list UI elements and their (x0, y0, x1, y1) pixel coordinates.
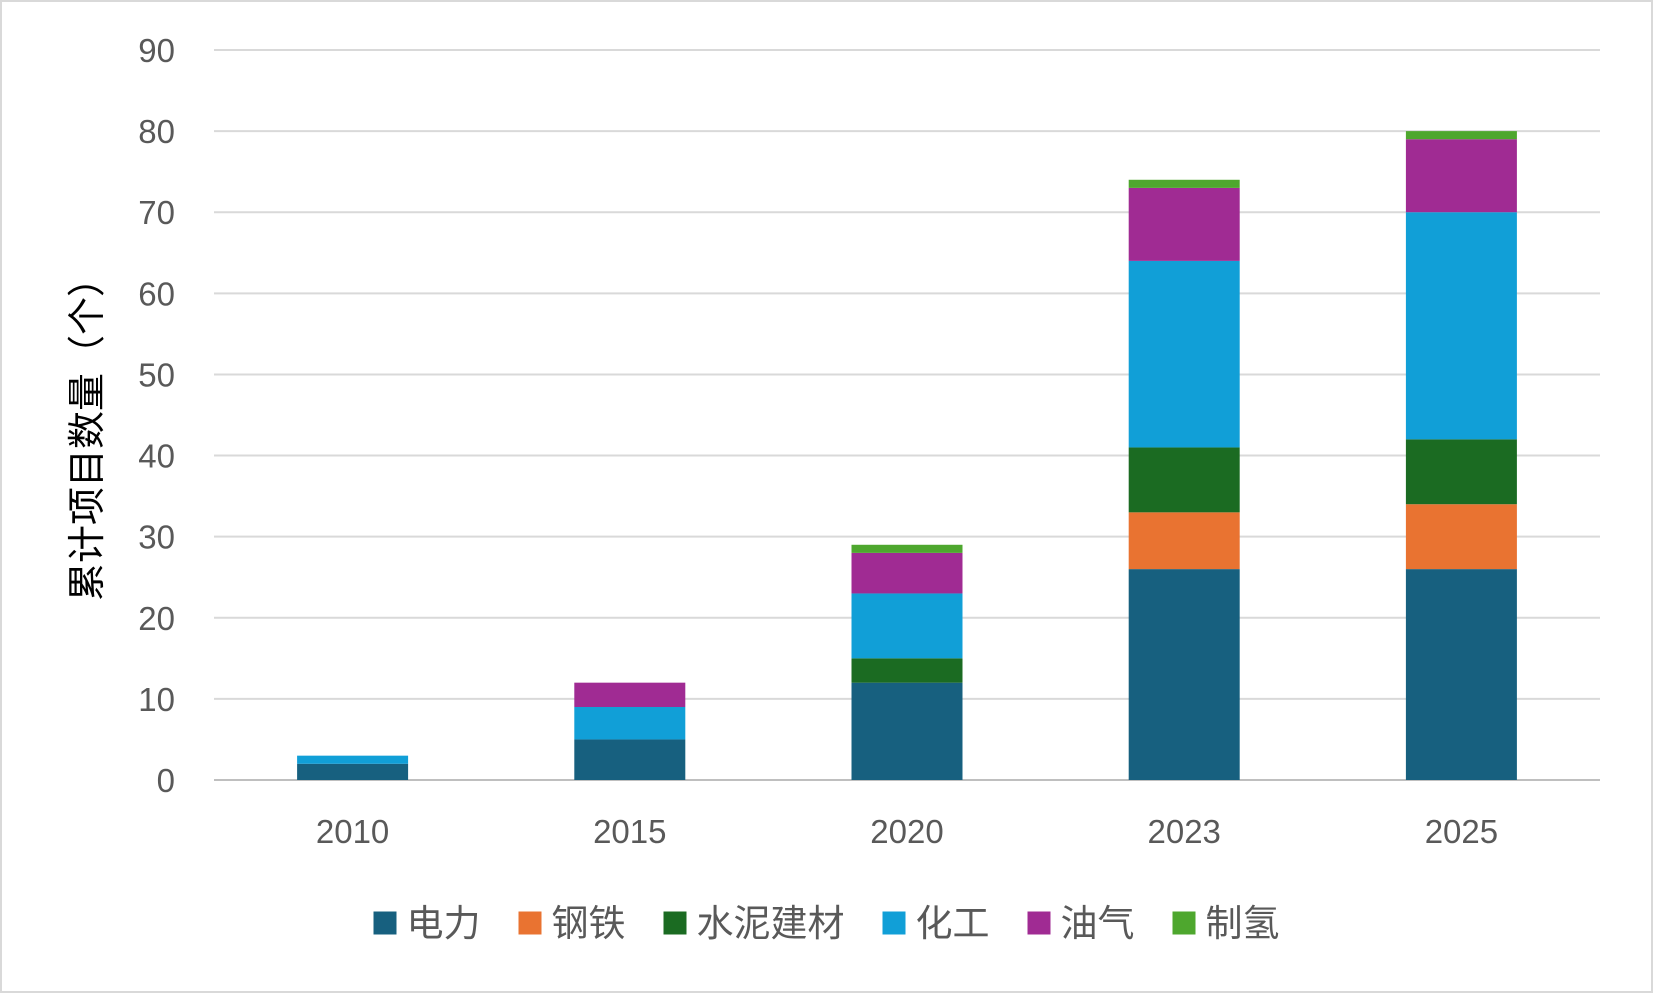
bar-segment-2015-油气 (574, 682, 686, 707)
legend: 电力 钢铁 水泥建材 化工 油气 制氢 (373, 902, 1280, 945)
y-tick-label: 30 (138, 519, 175, 556)
x-tick-label: 2025 (1425, 813, 1498, 850)
legend-swatch (663, 911, 687, 935)
bar-segment-2015-电力 (574, 739, 686, 780)
bar-segment-2020-油气 (851, 552, 963, 594)
x-tick-label: 2023 (1147, 813, 1220, 850)
y-tick-label: 40 (138, 438, 175, 475)
bar-segment-2023-化工 (1128, 260, 1240, 448)
bar-segment-2023-油气 (1128, 187, 1240, 261)
legend-swatch (1172, 911, 1196, 935)
bar-segment-2025-制氢 (1405, 131, 1517, 140)
y-tick-label: 10 (138, 681, 175, 718)
y-tick-label: 50 (138, 356, 175, 393)
bar-segment-2025-水泥建材 (1405, 439, 1517, 505)
x-tick-label: 2010 (316, 813, 389, 850)
y-tick-label: 60 (138, 275, 175, 312)
legend-label: 水泥建材 (697, 902, 845, 945)
bars (297, 131, 1517, 780)
bar-segment-2025-化工 (1405, 212, 1517, 440)
bar-segment-2023-制氢 (1128, 179, 1240, 188)
y-tick-label: 80 (138, 113, 175, 150)
legend-label: 化工 (916, 902, 990, 945)
y-tick-label: 70 (138, 194, 175, 231)
bar-segment-2023-水泥建材 (1128, 447, 1240, 513)
bar-segment-2020-化工 (851, 593, 963, 659)
bar-segment-2020-制氢 (851, 544, 963, 553)
legend-label: 油气 (1061, 902, 1135, 945)
bar-segment-2020-电力 (851, 682, 963, 780)
bar-segment-2023-电力 (1128, 569, 1240, 780)
y-tick-labels: 0 10 20 30 40 50 60 70 80 90 (138, 32, 175, 799)
legend-label: 制氢 (1206, 902, 1280, 945)
bar-segment-2010-化工 (297, 755, 409, 764)
x-tick-labels: 2010 2015 2020 2023 2025 (316, 813, 1498, 850)
x-tick-label: 2015 (593, 813, 666, 850)
bar-segment-2025-电力 (1405, 569, 1517, 780)
bar-segment-2025-钢铁 (1405, 504, 1517, 570)
y-tick-label: 90 (138, 32, 175, 69)
bar-segment-2020-水泥建材 (851, 658, 963, 683)
legend-swatch (882, 911, 906, 935)
bar-segment-2015-化工 (574, 707, 686, 740)
x-tick-label: 2020 (870, 813, 943, 850)
legend-label: 电力 (407, 902, 481, 945)
legend-label: 钢铁 (552, 902, 626, 945)
y-tick-label: 0 (157, 762, 175, 799)
legend-swatch (518, 911, 542, 935)
bar-segment-2025-油气 (1405, 139, 1517, 213)
bar-segment-2010-电力 (297, 763, 409, 780)
y-axis-title: 累计项目数量（个） (65, 259, 109, 601)
gridlines (214, 49, 1600, 781)
bar-segment-2023-钢铁 (1128, 512, 1240, 570)
y-tick-label: 20 (138, 600, 175, 637)
legend-swatch (1027, 911, 1051, 935)
legend-swatch (373, 911, 397, 935)
